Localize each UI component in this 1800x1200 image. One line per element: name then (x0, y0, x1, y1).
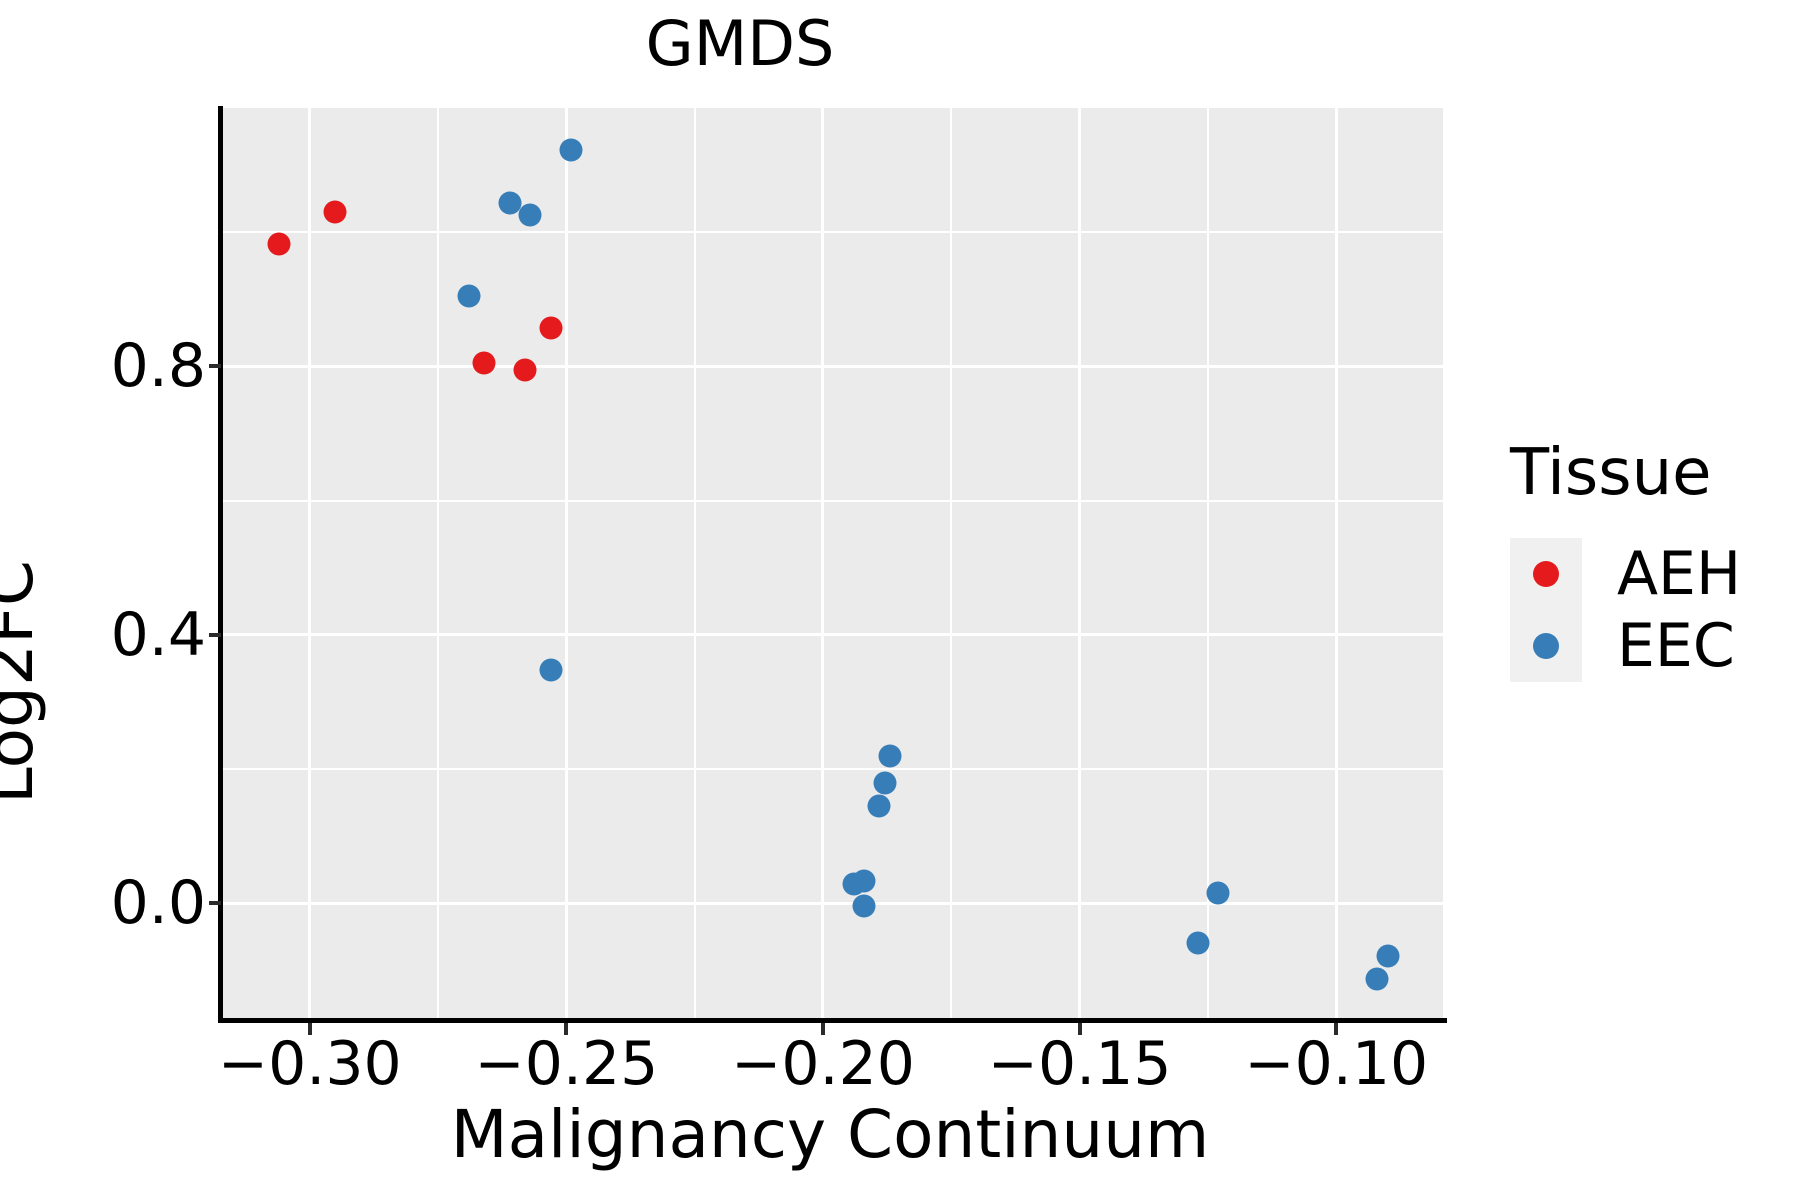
x-major-gridline (821, 108, 825, 1020)
data-point-aeh (472, 351, 496, 375)
x-minor-gridline (437, 108, 440, 1020)
y-minor-gridline (223, 768, 1443, 770)
x-minor-gridline (1206, 108, 1209, 1020)
x-axis-line (218, 1018, 1447, 1023)
x-tick-label: −0.10 (1244, 1029, 1429, 1099)
data-point-eec (873, 771, 897, 795)
y-minor-gridline (223, 231, 1443, 234)
x-major-gridline (1078, 108, 1082, 1020)
eec-marker-icon (1533, 633, 1559, 659)
legend-title: Tissue (1510, 436, 1712, 510)
data-point-eec (518, 203, 542, 227)
data-point-eec (878, 744, 902, 768)
x-tick-mark (820, 1023, 825, 1035)
data-point-eec (852, 869, 876, 893)
x-tick-mark (307, 1023, 312, 1035)
y-major-gridline (223, 364, 1443, 368)
legend-key-aeh (1510, 538, 1582, 610)
data-point-eec (539, 658, 563, 682)
data-point-eec (559, 138, 583, 162)
y-tick-mark (209, 901, 221, 906)
y-tick-label: 0.4 (110, 599, 206, 670)
y-axis-line (218, 106, 223, 1023)
data-point-aeh (323, 200, 347, 224)
x-minor-gridline (950, 108, 953, 1020)
page-title: GMDS (645, 7, 835, 80)
x-axis-title: Malignancy Continuum (450, 1096, 1210, 1173)
x-minor-gridline (693, 108, 696, 1020)
x-tick-label: −0.30 (217, 1029, 402, 1099)
legend-key-eec (1510, 610, 1582, 682)
y-minor-gridline (223, 499, 1443, 502)
y-major-gridline (223, 901, 1443, 905)
data-point-eec (1376, 944, 1400, 968)
legend-item-aeh: AEH (1510, 538, 1741, 610)
x-major-gridline (564, 108, 568, 1020)
y-tick-label: 0.8 (110, 331, 206, 402)
legend-item-label: EEC (1617, 611, 1735, 681)
x-major-gridline (1334, 108, 1338, 1020)
legend-item-label: AEH (1617, 539, 1742, 609)
data-point-aeh (267, 232, 291, 256)
aeh-marker-icon (1533, 561, 1559, 587)
x-major-gridline (308, 108, 312, 1020)
x-tick-mark (1077, 1023, 1082, 1035)
x-tick-label: −0.20 (731, 1029, 915, 1099)
data-point-eec (498, 191, 522, 215)
data-point-eec (457, 284, 481, 308)
legend: Tissue AEH EEC (1510, 438, 1741, 682)
y-tick-mark (209, 364, 221, 369)
x-tick-label: −0.25 (474, 1029, 659, 1099)
data-point-eec (867, 794, 891, 818)
data-point-aeh (513, 358, 537, 382)
y-tick-mark (209, 632, 221, 637)
y-tick-label: 0.0 (110, 868, 206, 939)
data-point-aeh (539, 316, 563, 340)
data-point-eec (1206, 881, 1230, 905)
legend-item-eec: EEC (1510, 610, 1741, 682)
data-point-eec (1365, 967, 1389, 991)
y-major-gridline (223, 633, 1443, 637)
x-tick-label: −0.15 (987, 1029, 1172, 1099)
plot-panel (223, 108, 1443, 1020)
data-point-eec (1186, 931, 1210, 955)
data-point-eec (852, 894, 876, 918)
x-tick-mark (1334, 1023, 1339, 1035)
x-tick-mark (564, 1023, 569, 1035)
